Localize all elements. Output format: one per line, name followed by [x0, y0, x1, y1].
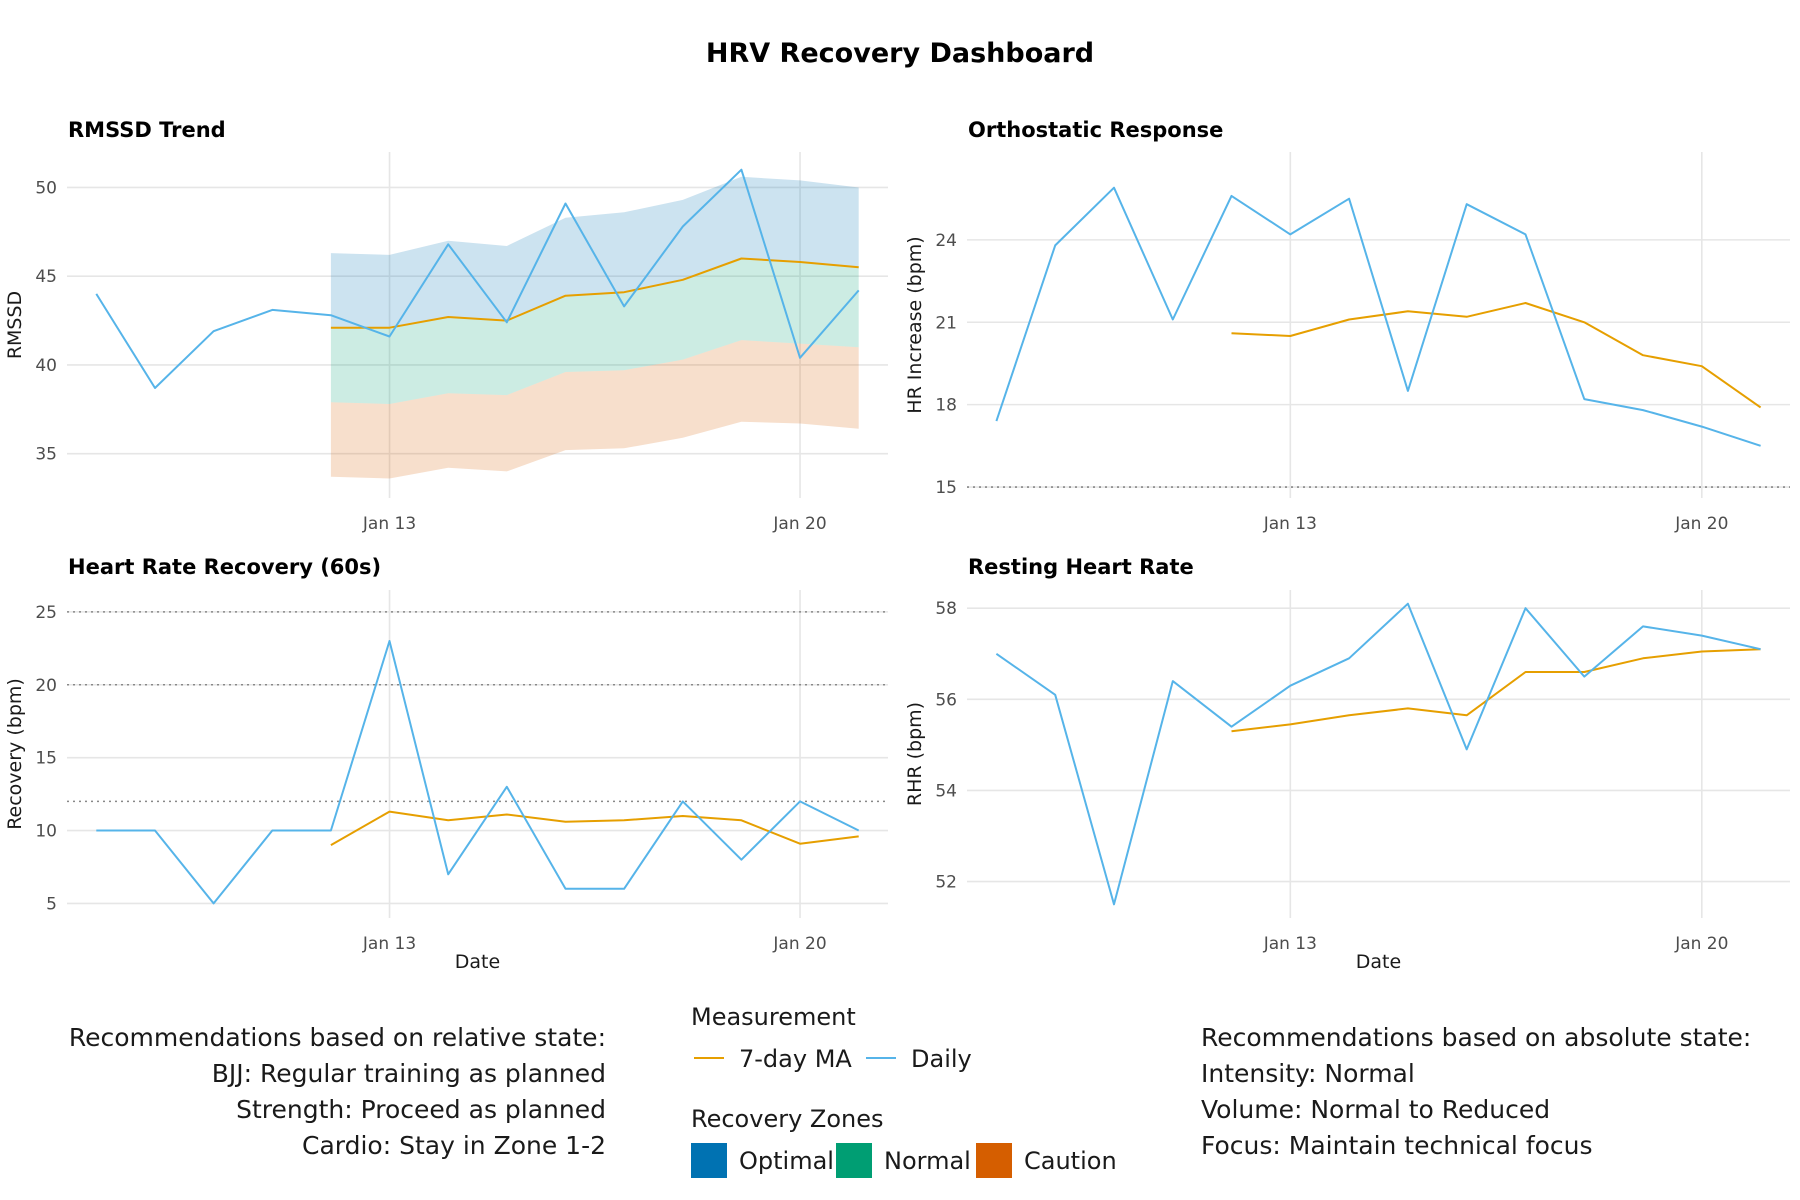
y-tick-label: 10 [35, 822, 57, 842]
x-axis-label: Date [455, 951, 500, 973]
panel-title: Orthostatic Response [968, 118, 1223, 142]
series-line-daily [96, 640, 860, 905]
y-tick-label: 54 [935, 781, 957, 801]
x-tick-label: Jan 20 [1674, 514, 1728, 534]
x-tick-label: Jan 13 [1263, 934, 1317, 954]
dashboard-title: HRV Recovery Dashboard [706, 38, 1094, 69]
y-tick-label: 5 [46, 894, 57, 914]
measurement-legend-title: Measurement [691, 1003, 856, 1031]
series-line-ma [330, 257, 859, 329]
series-line-ma [330, 810, 859, 846]
y-tick-label: 18 [935, 396, 957, 416]
chart-panel-2: 15 18 21 24 Jan 13 Jan 20 Orthostatic Response… [904, 118, 1790, 534]
absolute-recommendation-line: Focus: Maintain technical focus [1201, 1131, 1593, 1160]
y-tick-label: 20 [35, 676, 57, 696]
series-line-daily [95, 168, 860, 389]
zones-legend: Recovery Zones Optimal Normal Caution [691, 1105, 1117, 1178]
legend-caution-label: Caution [1024, 1147, 1117, 1175]
y-axis-label: RHR (bpm) [904, 702, 926, 806]
relative-recommendation-line: BJJ: Regular training as planned [211, 1059, 606, 1088]
y-tick-label: 25 [35, 603, 57, 623]
measurement-legend: Measurement 7-day MA Daily [691, 1003, 972, 1073]
y-tick-label: 45 [35, 267, 57, 287]
series-line-daily [995, 602, 1761, 906]
absolute-recommendations: Recommendations based on absolute state:… [1201, 1020, 1761, 1164]
panel-title: Resting Heart Rate [968, 555, 1194, 579]
x-tick-label: Jan 20 [772, 934, 826, 954]
relative-recommendation-line: Strength: Proceed as planned [236, 1095, 606, 1124]
legend-optimal-swatch [691, 1143, 727, 1178]
y-tick-label: 58 [935, 599, 957, 619]
legend-daily-label: Daily [911, 1045, 972, 1073]
relative-recommendations-heading: Recommendations based on relative state: [68, 1023, 606, 1052]
zones-legend-title: Recovery Zones [691, 1105, 884, 1133]
absolute-recommendation-line: Intensity: Normal [1201, 1059, 1415, 1088]
y-tick-label: 40 [35, 356, 57, 376]
legend-normal-swatch [836, 1143, 872, 1178]
y-axis-label: HR Increase (bpm) [904, 236, 926, 413]
series-line-ma [1231, 302, 1762, 409]
y-tick-label: 15 [935, 478, 957, 498]
panel-title: RMSSD Trend [68, 118, 226, 142]
x-tick-label: Jan 20 [1674, 934, 1728, 954]
chart-panel-1: 35 40 45 50 Jan 13 Jan 20 RMSSD Trend RMSSD [4, 118, 888, 534]
series-line-ma [1231, 648, 1761, 733]
x-tick-label: Jan 13 [362, 514, 416, 534]
relative-recommendations: Recommendations based on relative state:… [60, 1020, 606, 1164]
series-line-daily [995, 186, 1761, 447]
y-tick-label: 24 [935, 231, 957, 251]
y-tick-label: 35 [35, 445, 57, 465]
y-tick-label: 56 [935, 690, 957, 710]
zone-band-optimal [330, 176, 859, 328]
y-axis-label: Recovery (bpm) [4, 678, 26, 830]
y-tick-label: 52 [935, 873, 957, 893]
legend-ma-label: 7-day MA [739, 1045, 852, 1073]
y-tick-label: 15 [35, 749, 57, 769]
chart-panel-4: 52 54 56 58 Jan 13 Jan 20 Resting Heart Rate RH… [904, 555, 1790, 973]
absolute-recommendations-heading: Recommendations based on absolute state: [1201, 1023, 1752, 1052]
y-tick-label: 21 [935, 313, 957, 333]
chart-panels: 35 40 45 50 Jan 13 Jan 20 RMSSD Trend RMSSD 15 18… [4, 118, 1790, 973]
zone-band-caution [330, 340, 859, 479]
x-tick-label: Jan 13 [362, 934, 416, 954]
legend-caution-swatch [976, 1143, 1012, 1178]
chart-panel-3: 5 10 15 20 25 Jan 13 Jan 20 Heart Rate Recovery… [4, 555, 888, 973]
y-axis-label: RMSSD [4, 291, 26, 359]
x-axis-label: Date [1356, 951, 1401, 973]
x-tick-label: Jan 13 [1263, 514, 1317, 534]
x-tick-label: Jan 20 [772, 514, 826, 534]
y-tick-label: 50 [35, 178, 57, 198]
legend-normal-label: Normal [884, 1147, 971, 1175]
legend-optimal-label: Optimal [739, 1147, 834, 1175]
panel-title: Heart Rate Recovery (60s) [68, 555, 381, 579]
zone-band-normal [330, 258, 859, 404]
relative-recommendation-line: Cardio: Stay in Zone 1-2 [302, 1131, 606, 1160]
absolute-recommendation-line: Volume: Normal to Reduced [1201, 1095, 1551, 1124]
